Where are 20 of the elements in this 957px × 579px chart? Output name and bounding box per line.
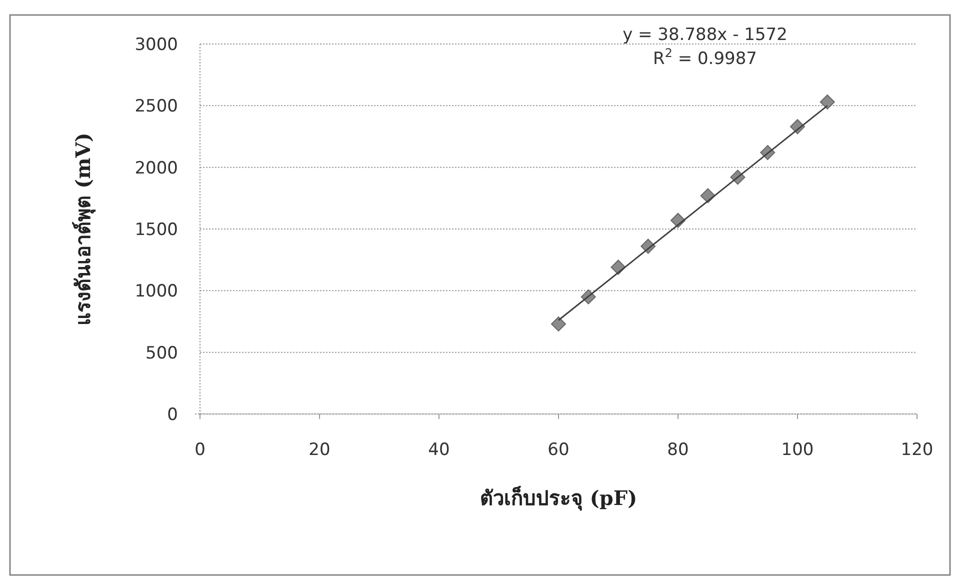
x-tick-label: 60 <box>548 440 570 460</box>
y-tick-label: 3000 <box>134 35 178 55</box>
annotation: y = 38.788x - 1572 <box>622 25 788 45</box>
point <box>820 94 835 110</box>
x-tick-label: 120 <box>900 440 934 460</box>
x-tick-label: 0 <box>194 440 206 460</box>
annotation: R$^{2}$ = 0.9987 <box>653 46 757 69</box>
y-tick-label: 2000 <box>134 158 178 178</box>
y-tick-label: 1000 <box>134 282 178 302</box>
y-tick-label: 0 <box>167 405 178 425</box>
y-tick-label: 2500 <box>134 96 178 117</box>
x-tick-label: 80 <box>667 440 689 460</box>
point <box>551 316 566 332</box>
x-axis-title: ตัวเก็บประจุ (pF) <box>480 485 638 511</box>
y-axis-title: แรงดันเอาต์พุต (mV) <box>71 132 96 326</box>
x-tick-label: 40 <box>428 440 450 460</box>
x-tick-label: 100 <box>781 440 814 460</box>
y-tick-label: 1500 <box>134 220 178 240</box>
x-tick-label: 20 <box>308 440 330 460</box>
y-tick-label: 500 <box>146 343 178 364</box>
